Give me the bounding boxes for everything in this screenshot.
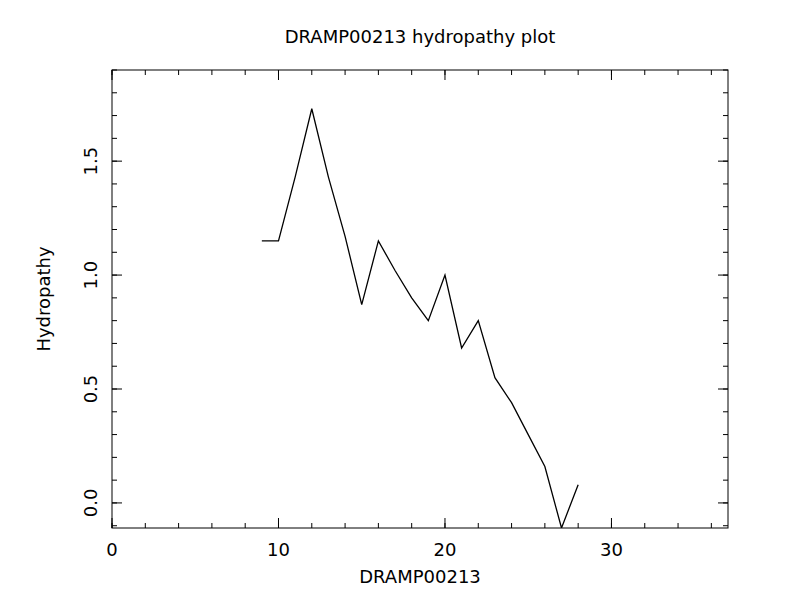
x-minor-tick	[578, 70, 579, 75]
x-minor-tick	[411, 523, 412, 528]
y-minor-tick	[723, 115, 728, 116]
y-minor-tick	[112, 525, 117, 526]
x-tick	[444, 70, 445, 80]
y-tick	[112, 275, 122, 276]
x-minor-tick	[478, 70, 479, 75]
y-minor-tick	[723, 525, 728, 526]
y-minor-tick	[723, 366, 728, 367]
x-minor-tick	[145, 70, 146, 75]
y-minor-tick	[723, 457, 728, 458]
y-minor-tick	[723, 343, 728, 344]
y-tick-label: 0.5	[80, 375, 101, 404]
x-tick	[112, 70, 113, 80]
y-tick-label: 1.5	[80, 147, 101, 176]
y-minor-tick	[112, 343, 117, 344]
y-minor-tick	[112, 229, 117, 230]
y-tick	[718, 502, 728, 503]
y-minor-tick	[112, 183, 117, 184]
x-minor-tick	[245, 523, 246, 528]
line	[262, 109, 578, 528]
y-minor-tick	[723, 183, 728, 184]
x-minor-tick	[644, 523, 645, 528]
y-minor-tick	[112, 206, 117, 207]
x-minor-tick	[178, 523, 179, 528]
x-minor-tick	[311, 70, 312, 75]
frame	[112, 70, 728, 528]
y-minor-tick	[112, 434, 117, 435]
x-minor-tick	[544, 523, 545, 528]
chart: DRAMP00213 hydropathy plot DRAMP00213 Hydr…	[0, 0, 800, 600]
x-minor-tick	[511, 70, 512, 75]
y-minor-tick	[112, 297, 117, 298]
y-minor-tick	[723, 138, 728, 139]
y-tick	[718, 389, 728, 390]
x-minor-tick	[211, 523, 212, 528]
y-minor-tick	[723, 297, 728, 298]
x-minor-tick	[711, 523, 712, 528]
x-minor-tick	[378, 70, 379, 75]
x-tick	[278, 518, 279, 528]
y-tick-label: 1.0	[80, 261, 101, 290]
y-minor-tick	[112, 411, 117, 412]
y-tick	[112, 161, 122, 162]
y-label: Hydropathy	[33, 246, 54, 352]
x-minor-tick	[711, 70, 712, 75]
x-tick	[112, 518, 113, 528]
x-minor-tick	[678, 523, 679, 528]
y-minor-tick	[723, 320, 728, 321]
y-minor-tick	[112, 320, 117, 321]
x-minor-tick	[311, 523, 312, 528]
y-tick	[718, 275, 728, 276]
y-minor-tick	[723, 434, 728, 435]
y-minor-tick	[723, 252, 728, 253]
y-minor-tick	[112, 366, 117, 367]
x-minor-tick	[178, 70, 179, 75]
y-minor-tick	[112, 457, 117, 458]
x-minor-tick	[511, 523, 512, 528]
y-minor-tick	[112, 252, 117, 253]
x-label: DRAMP00213	[359, 566, 481, 587]
x-tick	[611, 70, 612, 80]
y-minor-tick	[112, 115, 117, 116]
y-minor-tick	[723, 206, 728, 207]
x-tick-label: 30	[600, 539, 623, 560]
background	[0, 0, 800, 600]
x-minor-tick	[478, 523, 479, 528]
x-tick	[444, 518, 445, 528]
y-minor-tick	[723, 70, 728, 71]
x-tick	[278, 70, 279, 80]
x-minor-tick	[644, 70, 645, 75]
y-minor-tick	[723, 411, 728, 412]
y-minor-tick	[112, 92, 117, 93]
x-minor-tick	[345, 70, 346, 75]
x-tick-label: 20	[434, 539, 457, 560]
y-tick	[112, 389, 122, 390]
y-minor-tick	[112, 480, 117, 481]
x-minor-tick	[145, 523, 146, 528]
x-tick-label: 10	[267, 539, 290, 560]
x-minor-tick	[345, 523, 346, 528]
x-minor-tick	[411, 70, 412, 75]
y-minor-tick	[723, 92, 728, 93]
x-tick	[611, 518, 612, 528]
x-minor-tick	[678, 70, 679, 75]
y-tick	[718, 161, 728, 162]
y-minor-tick	[723, 229, 728, 230]
x-tick-label: 0	[106, 539, 117, 560]
x-minor-tick	[211, 70, 212, 75]
y-minor-tick	[112, 138, 117, 139]
plot-area	[262, 109, 578, 528]
x-minor-tick	[578, 523, 579, 528]
y-minor-tick	[723, 480, 728, 481]
y-tick-label: 0.0	[80, 489, 101, 518]
y-minor-tick	[112, 70, 117, 71]
x-minor-tick	[245, 70, 246, 75]
x-minor-tick	[544, 70, 545, 75]
title: DRAMP00213 hydropathy plot	[285, 26, 556, 47]
x-minor-tick	[378, 523, 379, 528]
y-tick	[112, 502, 122, 503]
